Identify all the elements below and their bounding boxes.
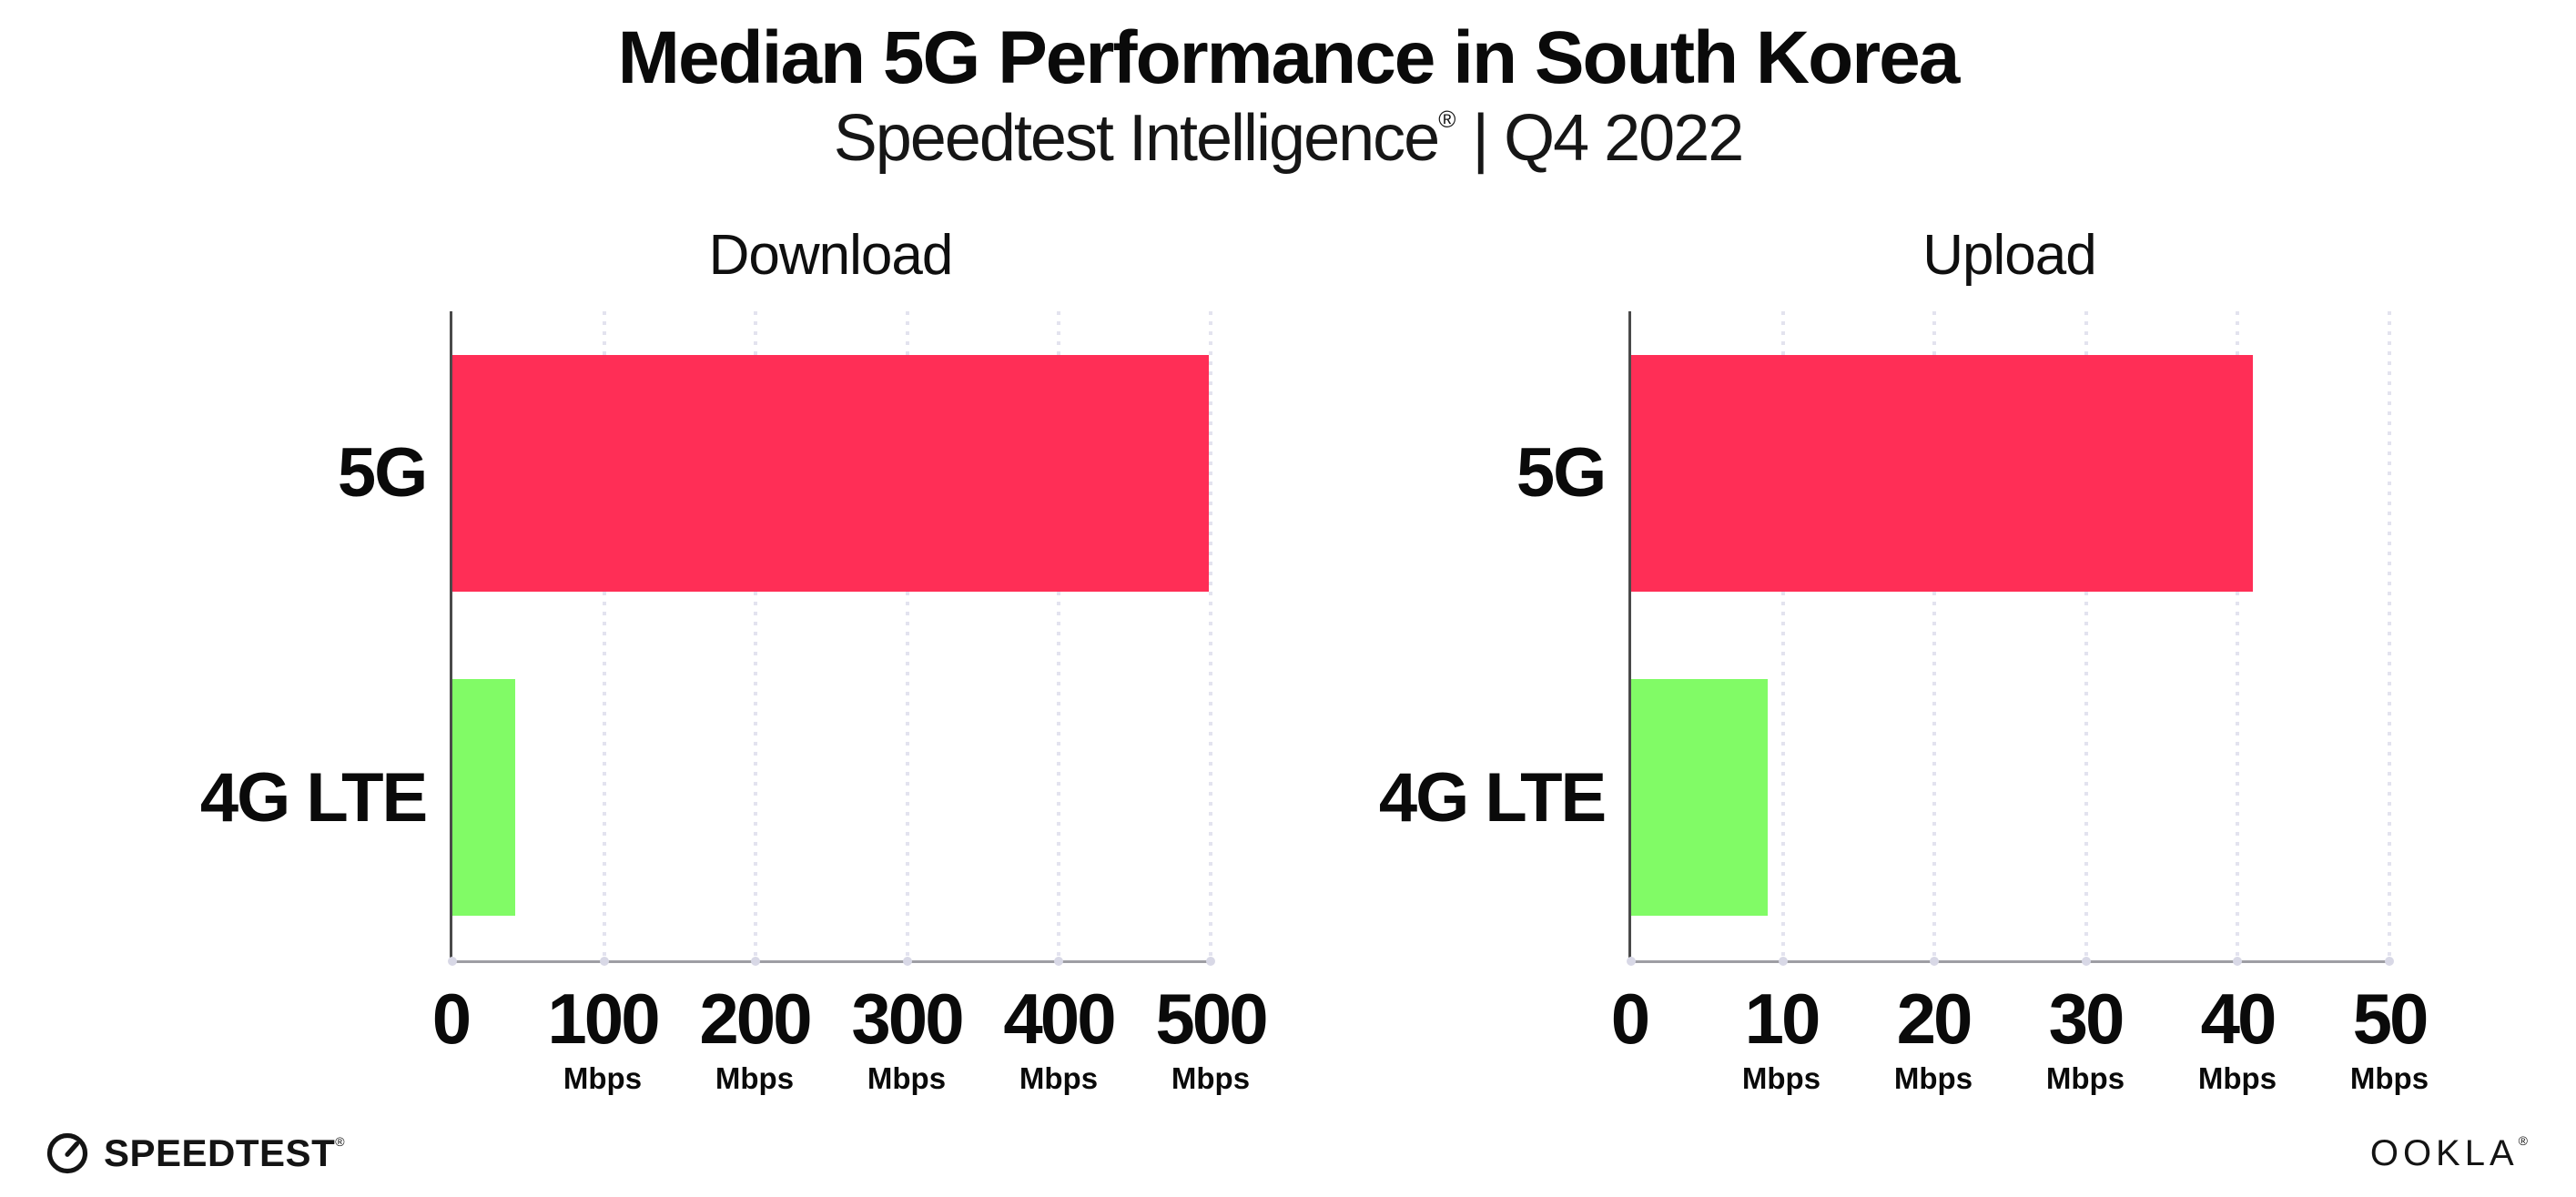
band-5g — [452, 311, 1211, 636]
subtitle: Speedtest Intelligence® | Q4 2022 — [0, 101, 2576, 176]
tick-dot — [1206, 956, 1215, 966]
x-tick-unit: Mbps — [1741, 1060, 1821, 1095]
x-tick-unit: Mbps — [2349, 1060, 2429, 1095]
x-axis-download: 0 100 Mbps 200 Mbps 300 Mbps 400 Mbps 500 Mbps — [432, 963, 1269, 1127]
x-tick-value: 400 — [1003, 978, 1116, 1059]
tick-dot — [2233, 956, 2243, 966]
category-axis-download: 5G 4G LTE — [187, 311, 450, 960]
plot-area-download — [448, 310, 1215, 966]
band-5g — [1631, 311, 2389, 636]
x-tick-value: 300 — [851, 978, 964, 1059]
x-tick-label: 20 Mbps — [1894, 983, 1973, 1096]
x-tick-unit: Mbps — [867, 1060, 947, 1095]
x-tick-unit: Mbps — [2045, 1060, 2125, 1095]
chart-upload: Upload 5G 4G LTE 0 10 Mbps 20 Mbps 30 Mbps 40 Mbp… — [1365, 223, 2429, 1127]
x-tick-label: 100 Mbps — [547, 978, 660, 1096]
speedtest-registered-icon: ® — [335, 1134, 346, 1149]
band-4g-lte — [452, 635, 1211, 960]
x-tick-unit: Mbps — [2197, 1060, 2277, 1095]
bar-4g-lte — [452, 679, 515, 917]
charts-row: Download 5G 4G LTE 0 100 Mbps 200 Mbps 300 Mbps… — [0, 223, 2576, 1127]
x-tick-unit: Mbps — [1171, 1060, 1251, 1095]
tick-dot — [1930, 956, 1940, 966]
footer: SPEEDTEST® OOKLA® — [44, 1130, 2532, 1177]
ookla-registered-icon: ® — [2518, 1132, 2532, 1148]
subtitle-period: | Q4 2022 — [1455, 101, 1744, 175]
gridline — [1209, 310, 1212, 960]
bar-5g — [452, 354, 1210, 592]
gridline — [2236, 310, 2240, 960]
tick-dot — [448, 956, 458, 966]
x-tick-value: 100 — [547, 978, 660, 1059]
chart-download: Download 5G 4G LTE 0 100 Mbps 200 Mbps 300 Mbps… — [187, 223, 1269, 1127]
chart-title-download: Download — [708, 223, 954, 287]
category-axis-upload: 5G 4G LTE — [1365, 311, 1628, 960]
x-tick-label: 300 Mbps — [851, 978, 964, 1096]
x-tick-label: 400 Mbps — [1003, 978, 1116, 1096]
x-tick-value: 10 — [1744, 978, 1821, 1059]
x-tick-value: 200 — [699, 978, 812, 1059]
x-tick-unit: Mbps — [1893, 1060, 1973, 1095]
plot-wrap-upload: 5G 4G LTE — [1365, 310, 2394, 966]
tick-dot — [2385, 956, 2394, 966]
x-tick-label: 0 — [431, 978, 472, 1059]
x-tick-label: 50 Mbps — [2350, 983, 2429, 1096]
gridline — [1780, 310, 1785, 960]
x-tick-value: 20 — [1896, 978, 1973, 1059]
x-tick-label: 10 Mbps — [1742, 983, 1820, 1096]
subtitle-brand: Speedtest Intelligence — [833, 101, 1441, 175]
ookla-logo: OOKLA® — [2369, 1132, 2532, 1173]
x-tick-value: 40 — [2200, 978, 2277, 1059]
x-tick-value: 30 — [2048, 978, 2125, 1059]
x-tick-value: 50 — [2352, 978, 2429, 1059]
tick-dot — [1054, 956, 1064, 966]
gridline — [1932, 310, 1937, 960]
bars-container-upload — [1631, 311, 2389, 960]
x-tick-value: 0 — [1610, 978, 1650, 1059]
x-tick-label: 30 Mbps — [2046, 983, 2125, 1096]
tick-dot — [1778, 956, 1788, 966]
tick-dot — [751, 956, 761, 966]
tick-dot — [2081, 956, 2091, 966]
tick-dot — [902, 956, 912, 966]
chart-title-upload: Upload — [1922, 223, 2096, 287]
registered-mark-icon: ® — [1438, 105, 1456, 133]
main-title: Median 5G Performance in South Korea — [617, 16, 1961, 99]
speedtest-gauge-icon — [46, 1132, 88, 1174]
gridline — [1057, 310, 1061, 960]
gridline — [754, 310, 758, 960]
x-tick-value: 0 — [431, 978, 472, 1059]
category-label-5g: 5G — [337, 434, 428, 512]
x-tick-label: 0 — [1610, 978, 1650, 1059]
x-tick-label: 500 Mbps — [1155, 978, 1268, 1096]
tick-dot — [599, 956, 609, 966]
x-axis-upload: 0 10 Mbps 20 Mbps 30 Mbps 40 Mbps 50 Mbps — [1611, 963, 2429, 1127]
gridline — [2388, 310, 2391, 960]
category-label-4g-lte: 4G LTE — [199, 758, 428, 837]
plot-area-upload — [1627, 310, 2394, 966]
x-tick-unit: Mbps — [1019, 1060, 1099, 1095]
category-label-5g: 5G — [1516, 434, 1607, 512]
category-label-4g-lte: 4G LTE — [1378, 758, 1607, 837]
bar-4g-lte — [1631, 679, 1769, 917]
speedtest-logo: SPEEDTEST® — [44, 1130, 345, 1177]
x-tick-value: 500 — [1155, 978, 1268, 1059]
speedtest-wordmark: SPEEDTEST® — [104, 1131, 346, 1174]
x-tick-unit: Mbps — [563, 1060, 643, 1095]
bar-5g — [1631, 354, 2254, 592]
header: Median 5G Performance in South Korea Spe… — [0, 0, 2576, 176]
plot-wrap-download: 5G 4G LTE — [187, 310, 1215, 966]
tick-dot — [1627, 956, 1637, 966]
band-4g-lte — [1631, 635, 2389, 960]
gridline — [2084, 310, 2088, 960]
gridline — [602, 310, 606, 960]
x-tick-unit: Mbps — [715, 1060, 795, 1095]
bars-container-download — [452, 311, 1211, 960]
gridline — [905, 310, 909, 960]
x-tick-label: 200 Mbps — [699, 978, 812, 1096]
x-tick-label: 40 Mbps — [2198, 983, 2277, 1096]
